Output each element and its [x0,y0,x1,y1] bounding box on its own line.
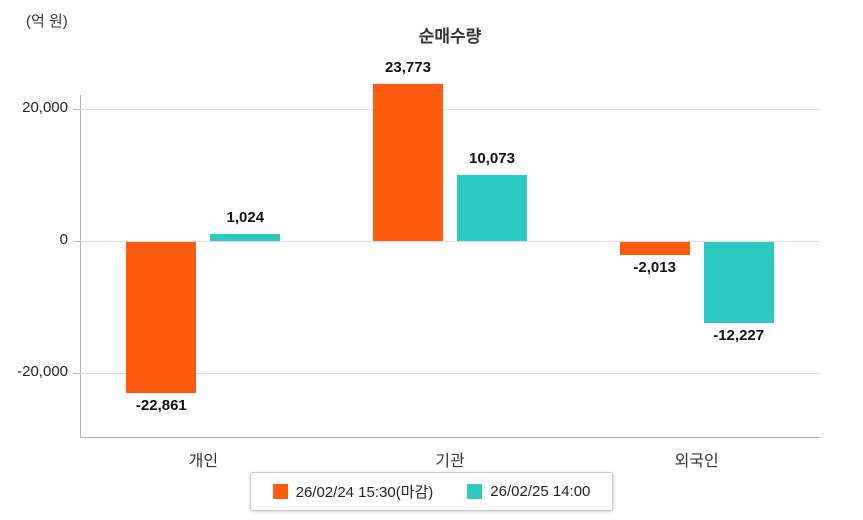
bar-기관-series2 [457,174,527,241]
legend-swatch-series1 [272,484,288,499]
gridline-0 [80,241,820,242]
legend-item-series2: 26/02/25 14:00 [467,483,590,500]
bar-외국인-series1 [619,242,690,256]
legend-swatch-series2 [467,484,483,499]
y-tick-label: 20,000 [22,99,68,116]
x-axis-line [80,437,821,438]
value-label-기관-series2: 10,073 [469,149,515,167]
x-axis-label-외국인: 외국인 [674,453,719,470]
chart-title: 순매수량 [418,27,482,46]
value-label-기관-series1: 23,773 [385,59,431,77]
value-label-외국인-series2: -12,227 [713,326,765,344]
legend-item-series1: 26/02/24 15:30(마감) [272,481,434,502]
gridline-20000 [80,109,820,110]
y-tick-label: 0 [59,231,68,248]
x-axis-label-개인: 개인 [188,453,219,470]
gridline--20000 [80,373,820,374]
y-axis-unit-label: (억 원) [26,13,68,30]
value-label-개인-series2: 1,024 [226,209,265,227]
legend: 26/02/24 15:30(마감) 26/02/25 14:00 [249,472,614,511]
y-tick-mark-20000 [73,109,80,110]
bar-개인-series1 [126,242,197,393]
value-label-개인-series1: -22,861 [135,396,187,414]
bar-외국인-series2 [703,242,774,323]
legend-label-series1: 26/02/24 15:30(마감) [295,484,434,501]
bar-개인-series2 [210,234,281,241]
x-axis-label-기관: 기관 [435,453,465,470]
legend-label-series2: 26/02/25 14:00 [490,483,591,500]
y-tick-mark--20000 [73,373,80,374]
y-tick-label: -20,000 [17,363,68,380]
bar-기관-series1 [373,84,443,241]
y-tick-mark-0 [73,241,80,242]
y-axis-line [80,95,81,437]
value-label-외국인-series1: -2,013 [633,259,676,277]
